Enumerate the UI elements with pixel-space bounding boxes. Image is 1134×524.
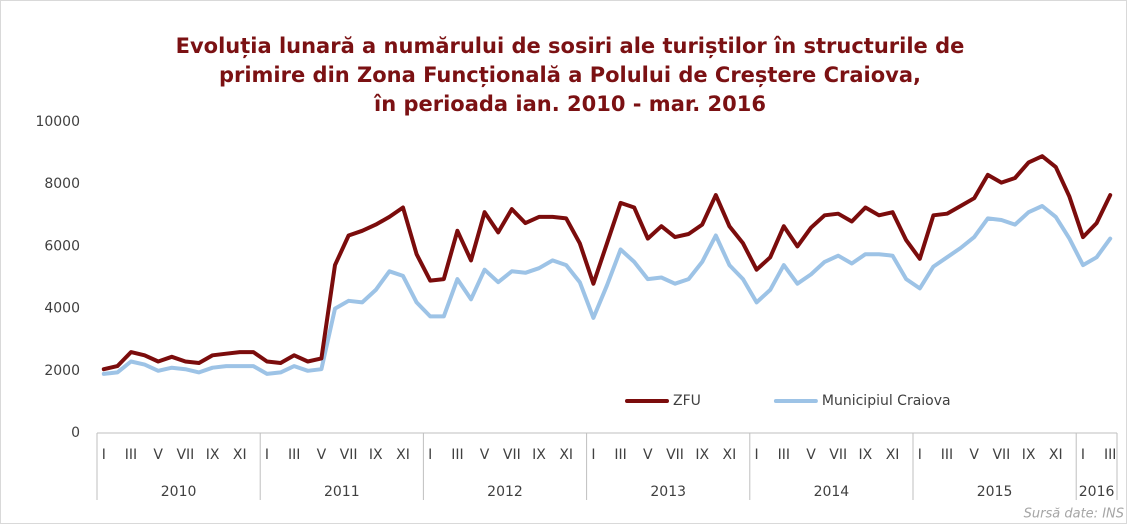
x-tick-label: I: [102, 447, 106, 463]
y-tick-label: 10000: [35, 114, 80, 130]
group-label: 2015: [977, 484, 1013, 500]
x-tick-label: III: [288, 447, 300, 463]
x-tick-label: III: [614, 447, 626, 463]
x-tick-label: IX: [695, 447, 709, 463]
x-tick-label: XI: [1049, 447, 1063, 463]
chart-title: Evoluția lunară a numărului de sosiri al…: [176, 34, 965, 59]
x-tick-label: III: [125, 447, 137, 463]
x-tick-label: III: [1104, 447, 1116, 463]
x-tick-label: IX: [369, 447, 383, 463]
x-tick-label: IX: [859, 447, 873, 463]
chart-title: în perioada ian. 2010 - mar. 2016: [373, 92, 766, 116]
x-tick-label: XI: [233, 447, 247, 463]
x-tick-label: VII: [340, 447, 358, 463]
chart-title: primire din Zona Funcțională a Polului d…: [219, 63, 921, 88]
x-tick-label: I: [1081, 447, 1085, 463]
x-tick-label: III: [778, 447, 790, 463]
legend-label: Municipiul Craiova: [822, 393, 951, 409]
x-tick-label: V: [317, 447, 327, 463]
x-tick-label: VII: [829, 447, 847, 463]
x-tick-label: XI: [886, 447, 900, 463]
x-tick-label: I: [591, 447, 595, 463]
group-label: 2013: [650, 484, 686, 500]
x-tick-label: I: [755, 447, 759, 463]
x-tick-label: V: [643, 447, 653, 463]
source-note: Sursă date: INS: [1024, 507, 1124, 522]
x-tick-label: III: [941, 447, 953, 463]
y-tick-label: 6000: [44, 238, 80, 254]
x-tick-label: I: [918, 447, 922, 463]
x-tick-label: VII: [176, 447, 194, 463]
x-tick-label: III: [451, 447, 463, 463]
group-label: 2010: [161, 484, 197, 500]
x-tick-label: IX: [532, 447, 546, 463]
x-tick-label: XI: [723, 447, 737, 463]
legend-label: ZFU: [673, 393, 701, 409]
x-tick-label: I: [428, 447, 432, 463]
y-tick-label: 8000: [44, 176, 80, 192]
x-tick-label: V: [969, 447, 979, 463]
x-tick-label: XI: [396, 447, 410, 463]
y-tick-label: 2000: [44, 363, 80, 379]
x-tick-label: VII: [503, 447, 521, 463]
group-label: 2012: [487, 484, 523, 500]
x-tick-label: IX: [1022, 447, 1036, 463]
group-label: 2014: [814, 484, 850, 500]
x-tick-label: V: [480, 447, 490, 463]
y-tick-label: 4000: [44, 301, 80, 317]
x-tick-label: IX: [206, 447, 220, 463]
x-tick-label: V: [153, 447, 163, 463]
series-line: [101, 204, 1113, 376]
series-line: [101, 154, 1113, 372]
x-tick-label: I: [265, 447, 269, 463]
group-label: 2016: [1079, 484, 1115, 500]
y-tick-label: 0: [71, 425, 80, 441]
x-tick-label: VII: [666, 447, 684, 463]
group-label: 2011: [324, 484, 360, 500]
x-tick-label: V: [806, 447, 816, 463]
x-tick-label: VII: [992, 447, 1010, 463]
x-tick-label: XI: [559, 447, 573, 463]
